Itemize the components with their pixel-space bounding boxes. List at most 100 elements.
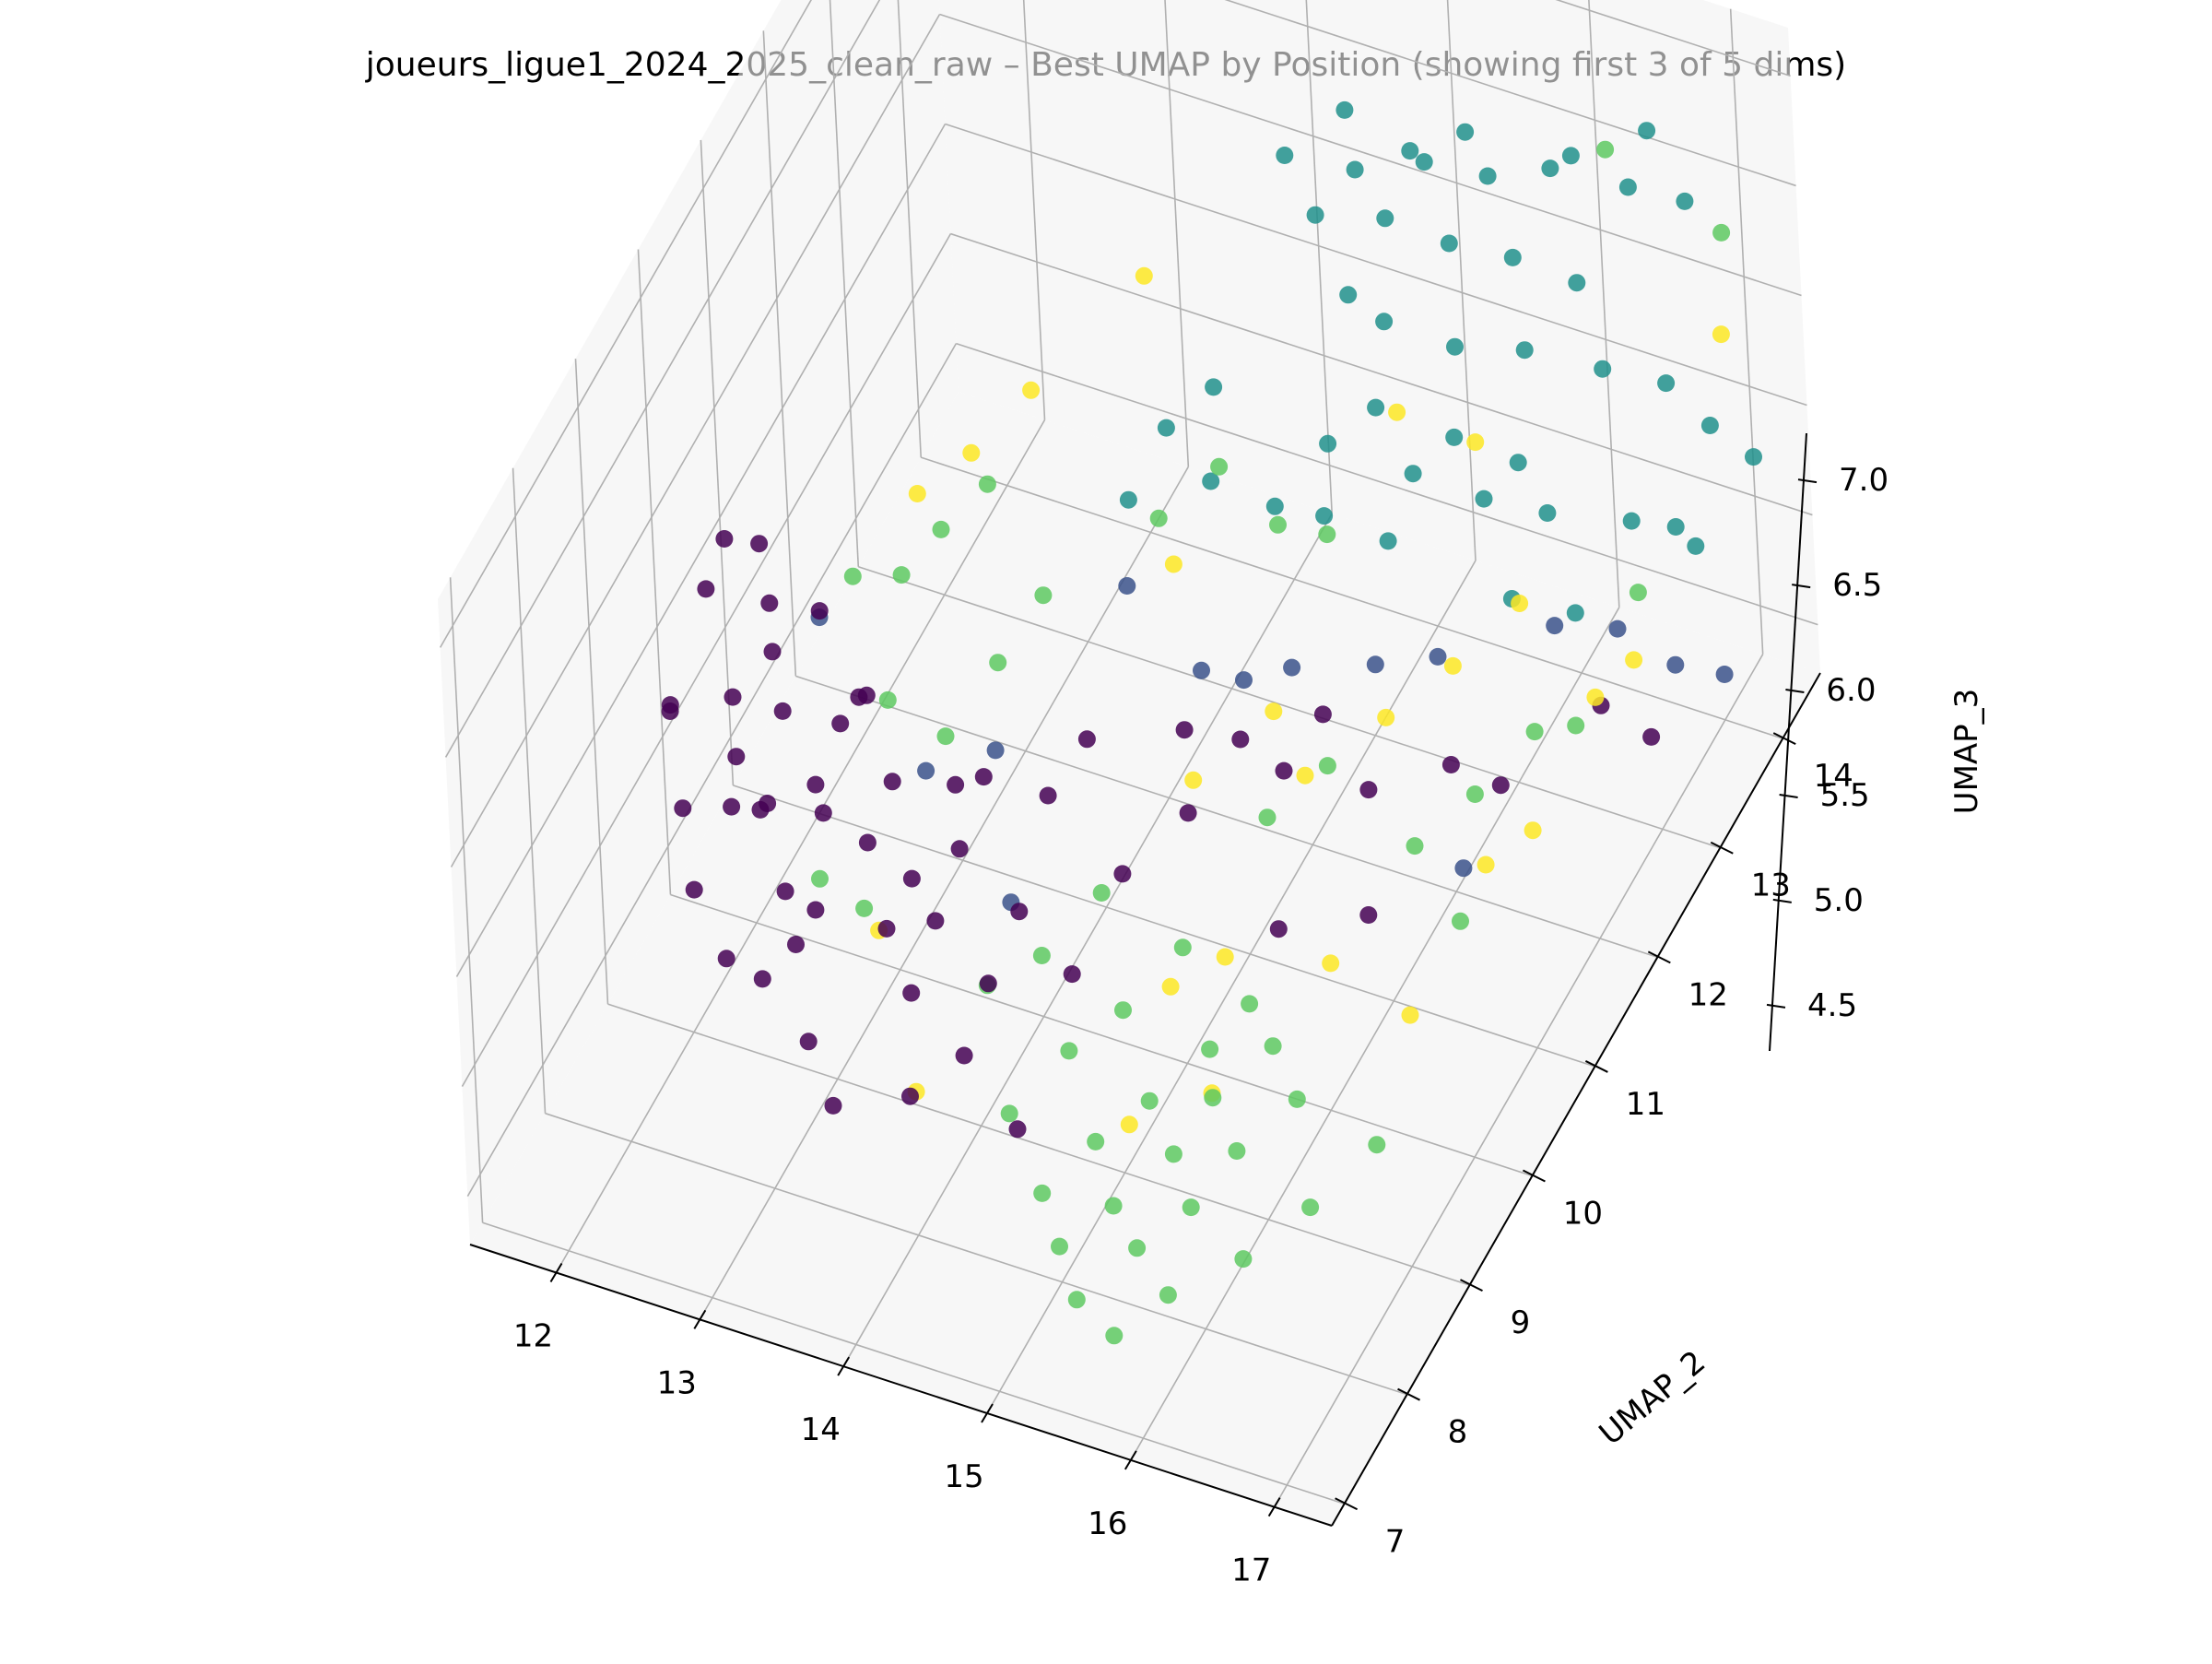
tick-mark — [549, 1262, 563, 1283]
data-point — [902, 984, 921, 1002]
data-point — [1060, 1042, 1078, 1060]
data-point — [1301, 1198, 1320, 1217]
data-point — [753, 970, 771, 988]
data-points — [661, 100, 1762, 1345]
data-point — [1541, 159, 1559, 178]
data-point — [1346, 160, 1364, 179]
data-point — [1175, 721, 1194, 739]
data-point — [1415, 153, 1433, 171]
data-point — [1201, 1040, 1219, 1058]
x-tick-label: 13 — [657, 1364, 697, 1401]
x-tick-label: 17 — [1231, 1552, 1271, 1589]
gridline — [512, 467, 547, 1114]
data-point — [936, 727, 955, 746]
data-point — [810, 602, 829, 620]
data-point — [1205, 378, 1223, 396]
data-point — [1234, 1250, 1253, 1269]
data-point — [1515, 341, 1534, 360]
tick-mark — [1647, 950, 1671, 964]
data-point — [806, 901, 825, 919]
data-point — [955, 1046, 973, 1065]
z-tick-label: 5.5 — [1820, 777, 1870, 814]
data-point — [1441, 756, 1460, 773]
data-point — [1264, 1037, 1282, 1056]
y-tick-label: 10 — [1563, 1196, 1603, 1233]
data-point — [1625, 651, 1643, 669]
data-point — [1629, 584, 1647, 602]
data-point — [1566, 604, 1584, 622]
data-point — [883, 773, 901, 791]
data-point — [1375, 313, 1394, 331]
gridline — [920, 456, 1783, 739]
data-point — [1288, 1090, 1306, 1108]
data-point — [799, 1033, 818, 1051]
z-axis-label: UMAP_3 — [1948, 689, 1985, 815]
data-point — [1367, 398, 1385, 417]
data-point — [1135, 266, 1153, 285]
floor-pane — [470, 392, 1820, 1526]
gridline — [945, 123, 1807, 407]
data-point — [1269, 920, 1288, 938]
gridlines — [439, 0, 1818, 1508]
data-point — [1465, 785, 1484, 803]
data-point — [1022, 381, 1041, 399]
data-point — [1184, 771, 1203, 789]
gridline — [956, 342, 1818, 626]
data-point — [1235, 671, 1253, 690]
data-point — [1241, 995, 1259, 1013]
y-tick-label: 14 — [1814, 758, 1853, 795]
data-point — [1676, 192, 1694, 210]
data-point — [1258, 808, 1277, 827]
z-tick-label: 4.5 — [1807, 987, 1857, 1024]
tick-mark — [1584, 1060, 1608, 1073]
data-point — [1475, 490, 1493, 508]
data-point — [1067, 1291, 1086, 1309]
data-point — [1114, 1001, 1132, 1020]
data-point — [855, 899, 874, 917]
data-point — [917, 761, 935, 780]
data-point — [1666, 518, 1685, 536]
data-point — [1335, 100, 1354, 119]
z-tick-label: 7.0 — [1839, 462, 1888, 499]
data-point — [1063, 965, 1081, 984]
data-point — [1164, 1145, 1182, 1163]
data-point — [1366, 655, 1384, 674]
data-point — [1104, 1197, 1123, 1215]
data-point — [1446, 337, 1464, 356]
data-point — [1594, 360, 1612, 378]
y-tick-label: 9 — [1511, 1304, 1531, 1341]
data-point — [1296, 766, 1314, 785]
data-point — [978, 475, 996, 493]
data-point — [950, 840, 969, 858]
tick-mark — [1792, 584, 1811, 589]
data-point — [685, 880, 703, 899]
x-tick-label: 15 — [944, 1458, 983, 1495]
data-point — [760, 594, 779, 612]
tick-labels: 12 13 14 15 16 17 7 8 9 10 11 12 13 14 4.5 5.0 5.5 6.0 6.5… — [513, 462, 1888, 1589]
gridline — [1588, 0, 1620, 608]
data-point — [831, 714, 850, 733]
tick-mark — [1267, 1497, 1281, 1517]
data-point — [902, 869, 921, 888]
tick-mark — [693, 1309, 707, 1329]
x-tick-label: 12 — [513, 1318, 553, 1355]
data-point — [723, 797, 741, 816]
data-point — [1524, 821, 1542, 840]
data-point — [1275, 761, 1293, 780]
data-point — [877, 919, 896, 938]
data-point — [1149, 509, 1168, 527]
gridline — [829, 0, 860, 567]
data-point — [1379, 532, 1397, 550]
gridline — [1224, 0, 1796, 187]
gridline — [1555, 0, 1791, 77]
data-point — [1276, 147, 1294, 164]
tick-mark — [1779, 793, 1798, 798]
gridline — [455, 124, 947, 977]
gridline — [637, 249, 672, 895]
data-point — [947, 775, 965, 794]
data-point — [1454, 859, 1473, 878]
data-point — [1322, 954, 1340, 973]
data-point — [1445, 428, 1464, 446]
data-point — [843, 567, 862, 585]
data-point — [1642, 727, 1661, 746]
